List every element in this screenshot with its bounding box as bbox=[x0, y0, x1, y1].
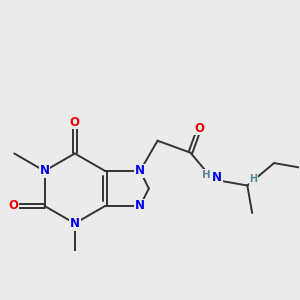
Text: O: O bbox=[8, 200, 18, 212]
Text: N: N bbox=[135, 164, 145, 178]
Text: O: O bbox=[70, 116, 80, 128]
Text: H: H bbox=[250, 174, 258, 184]
Text: N: N bbox=[135, 200, 145, 212]
Text: N: N bbox=[212, 171, 222, 184]
Text: N: N bbox=[70, 217, 80, 230]
Text: H: H bbox=[202, 170, 211, 180]
Text: N: N bbox=[40, 164, 50, 178]
Text: O: O bbox=[194, 122, 204, 134]
